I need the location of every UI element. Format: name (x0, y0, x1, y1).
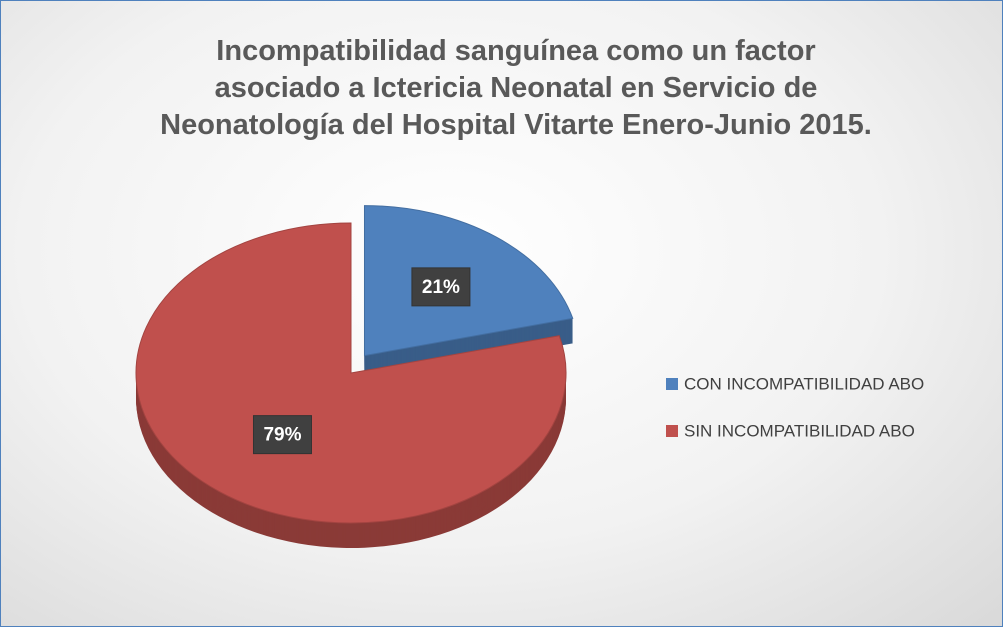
data-label: 21% (422, 277, 460, 298)
data-label-box (411, 267, 471, 307)
chart-title: Incompatibilidad sanguínea como un facto… (160, 35, 872, 141)
legend-swatch (666, 425, 678, 437)
legend-label: SIN INCOMPATIBILIDAD ABO (684, 421, 915, 440)
slice-group (135, 222, 567, 548)
legend-swatch (666, 378, 678, 390)
slice-group (363, 205, 574, 381)
legend-label: CON INCOMPATIBILIDAD ABO (684, 374, 924, 393)
data-label-box (252, 415, 312, 455)
slice (135, 222, 567, 524)
data-label: 79% (263, 425, 301, 446)
